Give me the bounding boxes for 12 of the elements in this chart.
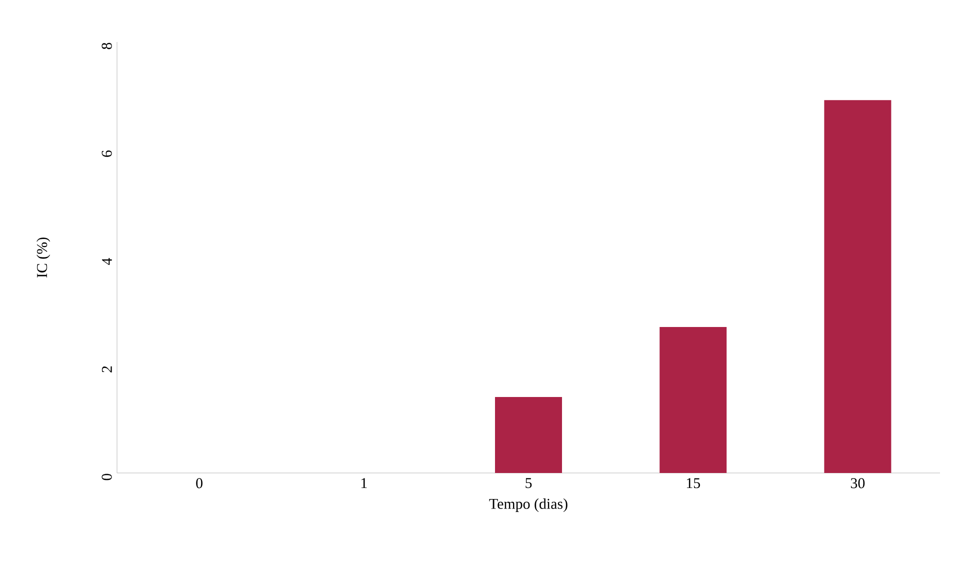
x-tick-label: 15: [686, 478, 700, 488]
y-axis-title: IC (%): [36, 238, 50, 278]
x-tick-label: 5: [526, 478, 532, 488]
y-tick-label: 4: [102, 258, 112, 265]
y-tick-label: 8: [102, 42, 112, 50]
y-tick-label: 6: [102, 150, 112, 157]
y-tick-label: 2: [102, 366, 112, 372]
x-tick-label: 30: [850, 478, 865, 488]
y-tick-label: 0: [102, 474, 112, 480]
x-tick-label: 0: [196, 478, 202, 488]
x-axis-title: Tempo (dias): [489, 498, 568, 512]
x-tick-label: 1: [361, 478, 367, 488]
